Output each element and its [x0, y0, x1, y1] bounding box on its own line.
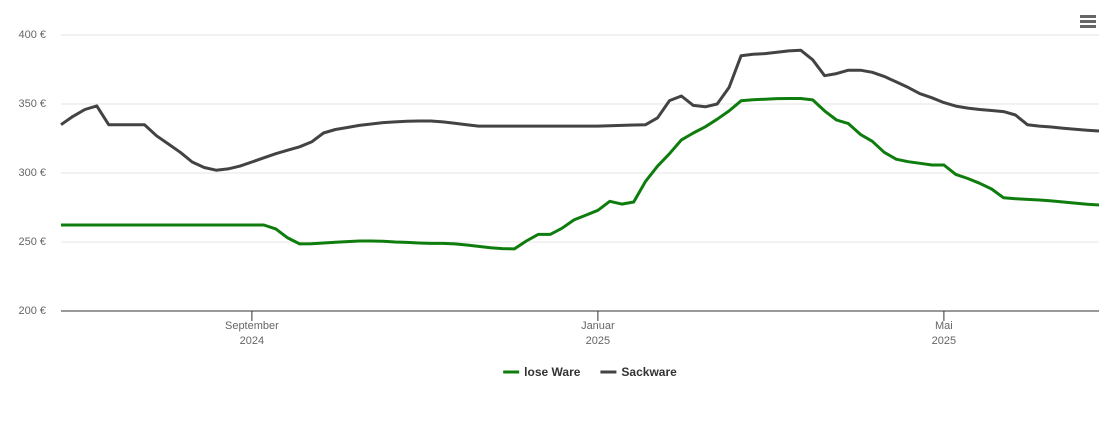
x-tick-label: September 2024	[225, 320, 279, 347]
x-tick-label: Mai 2025	[932, 320, 956, 347]
series-line	[60, 48, 1100, 172]
menu-button[interactable]	[1078, 12, 1098, 32]
legend-label: lose Ware	[524, 365, 581, 379]
y-tick-label: 250 €	[18, 236, 46, 248]
menu-icon[interactable]	[1080, 15, 1096, 28]
legend-item[interactable]: lose Ware	[503, 365, 581, 379]
y-tick-label: 400 €	[18, 29, 46, 41]
y-tick-label: 200 €	[18, 305, 46, 317]
y-tick-label: 350 €	[18, 98, 46, 110]
legend: lose Ware Sackware	[503, 365, 677, 379]
series-line	[61, 97, 1100, 251]
legend-item[interactable]: Sackware	[600, 365, 677, 379]
y-tick-label: 300 €	[18, 167, 46, 179]
x-tick-label: Januar 2025	[581, 320, 615, 347]
legend-label: Sackware	[621, 365, 677, 379]
